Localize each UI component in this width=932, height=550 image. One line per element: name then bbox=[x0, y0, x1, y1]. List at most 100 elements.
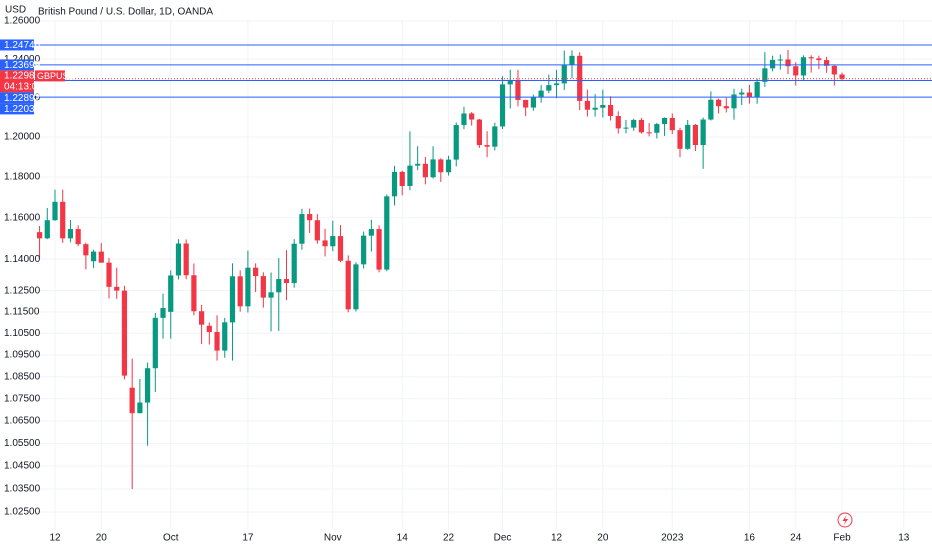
candle-body bbox=[52, 201, 58, 221]
candle-body bbox=[307, 214, 313, 221]
candle-body bbox=[800, 57, 807, 76]
candle-body bbox=[677, 130, 683, 149]
candle-body bbox=[692, 124, 699, 146]
y-tick-label: 1.20000 bbox=[4, 132, 41, 143]
candle-body bbox=[762, 68, 768, 82]
candle-body bbox=[299, 214, 305, 244]
x-tick-label: 20 bbox=[597, 533, 609, 544]
y-tick-label: 1.16000 bbox=[4, 212, 41, 223]
symbol-tag-box bbox=[35, 70, 65, 82]
candle-body bbox=[546, 85, 552, 91]
x-tick-label: Nov bbox=[324, 533, 342, 544]
y-tick-label: 1.11500 bbox=[4, 307, 40, 318]
candle-body bbox=[793, 66, 799, 76]
candle-body bbox=[631, 119, 637, 128]
candle-body bbox=[638, 119, 645, 133]
y-tick-label: 1.24000 bbox=[4, 54, 41, 65]
y-tick-label: 1.07500 bbox=[4, 393, 41, 404]
x-tick-label: 12 bbox=[551, 533, 563, 544]
candle-body bbox=[129, 387, 135, 414]
candle-body bbox=[60, 201, 66, 239]
candle-body bbox=[661, 117, 668, 125]
candle-body bbox=[144, 368, 151, 403]
candle-body bbox=[715, 99, 722, 107]
candle-body bbox=[438, 159, 444, 173]
candle-body bbox=[739, 92, 745, 95]
price-label: 1.22033 bbox=[4, 104, 41, 115]
candle-body bbox=[646, 132, 652, 134]
x-tick-label: 14 bbox=[397, 533, 409, 544]
y-tick-label: 1.03500 bbox=[4, 484, 41, 495]
candle-body bbox=[283, 279, 290, 284]
x-tick-label: 13 bbox=[898, 533, 910, 544]
candle-body bbox=[530, 97, 536, 108]
candle-body bbox=[67, 229, 74, 239]
candle-body bbox=[253, 267, 259, 277]
x-tick-label: 17 bbox=[242, 533, 254, 544]
candle-body bbox=[237, 276, 243, 307]
replay-icon[interactable] bbox=[837, 512, 853, 528]
candle-body bbox=[553, 83, 560, 86]
last-price-box bbox=[0, 70, 34, 93]
symbol-tag: GBPUSD bbox=[37, 71, 76, 81]
candle-body bbox=[36, 232, 43, 239]
candle-body bbox=[199, 311, 205, 325]
candle-body bbox=[152, 317, 158, 369]
candle-body bbox=[314, 220, 320, 241]
candle-body bbox=[345, 260, 351, 310]
candle-body bbox=[808, 57, 814, 59]
candle-body bbox=[492, 126, 498, 147]
grid bbox=[35, 20, 932, 530]
y-tick-label: 1.26000 bbox=[4, 16, 41, 27]
candle-body bbox=[330, 236, 336, 247]
x-tick-label: Oct bbox=[163, 533, 179, 544]
chart-title: British Pound / U.S. Dollar, 1D, OANDA bbox=[38, 7, 213, 18]
candle-body bbox=[368, 229, 374, 236]
candle-body bbox=[769, 59, 776, 69]
candle-body bbox=[337, 236, 344, 261]
candle-body bbox=[90, 251, 97, 262]
candle-body bbox=[754, 81, 760, 98]
candle-body bbox=[615, 115, 621, 129]
x-tick-label: Dec bbox=[494, 533, 512, 544]
candle-body bbox=[785, 59, 791, 67]
candle-body bbox=[561, 65, 567, 84]
price-label-box bbox=[0, 59, 34, 71]
x-tick-label: 16 bbox=[744, 533, 756, 544]
candle-body bbox=[98, 251, 104, 263]
candle-body bbox=[592, 107, 598, 110]
candle-body bbox=[214, 332, 220, 351]
x-tick-label: 12 bbox=[49, 533, 61, 544]
candle-body bbox=[584, 100, 591, 110]
candle-body bbox=[160, 308, 166, 318]
candle-body bbox=[507, 79, 513, 85]
candle-body bbox=[175, 243, 182, 276]
price-label: 1.23699 bbox=[4, 60, 41, 71]
x-tick-label: 24 bbox=[790, 533, 802, 544]
y-tick-label: 1.04500 bbox=[4, 461, 41, 472]
candle-body bbox=[222, 322, 228, 351]
y-tick-label: 1.14000 bbox=[4, 254, 41, 265]
candle-body bbox=[415, 163, 421, 166]
candle-body bbox=[445, 159, 452, 173]
plot-area bbox=[0, 44, 932, 489]
candle-body bbox=[499, 84, 506, 127]
y-tick-label: 1.18000 bbox=[4, 172, 41, 183]
y-tick-label: 1.10500 bbox=[4, 328, 41, 339]
candle-body bbox=[469, 113, 475, 120]
candle-body bbox=[322, 240, 328, 247]
candle-body bbox=[569, 55, 575, 66]
candle-body bbox=[476, 119, 482, 146]
candle-body bbox=[44, 220, 50, 239]
candle-body bbox=[191, 275, 197, 312]
candle-body bbox=[484, 145, 490, 147]
x-tick-label: 20 bbox=[96, 533, 108, 544]
candle-body bbox=[260, 276, 266, 298]
candle-body bbox=[384, 196, 390, 270]
candle-body bbox=[361, 235, 367, 265]
candle-body bbox=[600, 105, 606, 108]
candle-body bbox=[816, 58, 822, 61]
candle-body bbox=[723, 106, 729, 109]
candle-body bbox=[245, 267, 251, 307]
candle-body bbox=[422, 163, 428, 178]
